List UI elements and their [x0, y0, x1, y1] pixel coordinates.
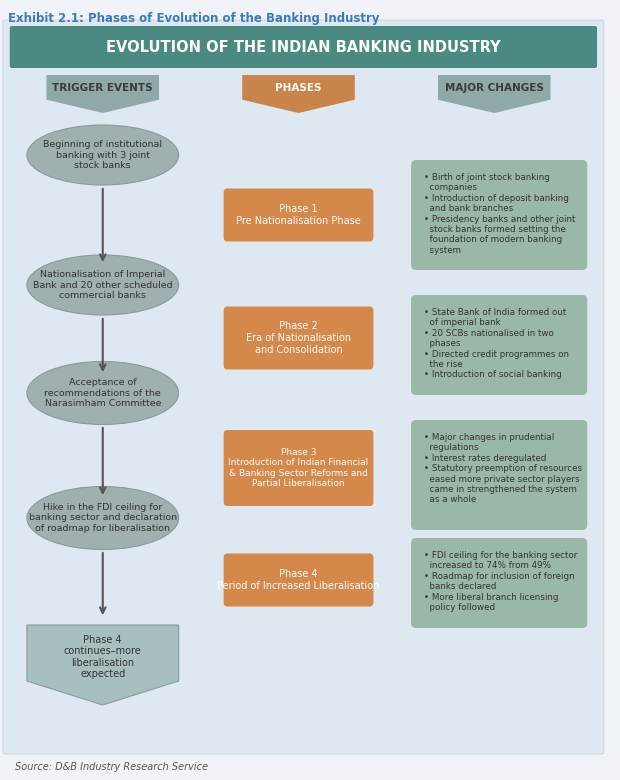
Text: Acceptance of
recommendations of the
Narasimham Committee: Acceptance of recommendations of the Nar…	[45, 378, 161, 408]
Text: • Major changes in prudential
  regulations
• Interest rates deregulated
• Statu: • Major changes in prudential regulation…	[424, 433, 582, 505]
Ellipse shape	[27, 125, 179, 185]
Text: PHASES: PHASES	[275, 83, 322, 94]
FancyBboxPatch shape	[224, 307, 373, 370]
FancyBboxPatch shape	[224, 189, 373, 242]
Text: Hike in the FDI ceiling for
banking sector and declaration
of roadmap for libera: Hike in the FDI ceiling for banking sect…	[29, 503, 177, 533]
Text: • FDI ceiling for the banking sector
  increased to 74% from 49%
• Roadmap for i: • FDI ceiling for the banking sector inc…	[424, 551, 577, 612]
Text: Phase 2
Era of Nationalisation
and Consolidation: Phase 2 Era of Nationalisation and Conso…	[246, 321, 351, 355]
FancyBboxPatch shape	[224, 554, 373, 607]
Polygon shape	[242, 75, 355, 113]
Text: • State Bank of India formed out
  of imperial bank
• 20 SCBs nationalised in tw: • State Bank of India formed out of impe…	[424, 308, 569, 379]
FancyBboxPatch shape	[411, 295, 587, 395]
FancyBboxPatch shape	[10, 26, 597, 68]
Text: Beginning of institutional
banking with 3 joint
stock banks: Beginning of institutional banking with …	[43, 140, 162, 170]
Text: Phase 3
Introduction of Indian Financial
& Banking Sector Reforms and
Partial Li: Phase 3 Introduction of Indian Financial…	[228, 448, 369, 488]
Text: Phase 1
Pre Nationalisation Phase: Phase 1 Pre Nationalisation Phase	[236, 204, 361, 225]
Polygon shape	[438, 75, 551, 113]
FancyBboxPatch shape	[3, 20, 604, 754]
Text: Phase 4
Period of Increased Liberalisation: Phase 4 Period of Increased Liberalisati…	[218, 569, 379, 590]
Text: Source: D&B Industry Research Service: Source: D&B Industry Research Service	[15, 762, 208, 772]
Text: Phase 4
continues–more
liberalisation
expected: Phase 4 continues–more liberalisation ex…	[64, 635, 141, 679]
Text: EVOLUTION OF THE INDIAN BANKING INDUSTRY: EVOLUTION OF THE INDIAN BANKING INDUSTRY	[106, 40, 501, 55]
Text: Nationalisation of Imperial
Bank and 20 other scheduled
commercial banks: Nationalisation of Imperial Bank and 20 …	[33, 270, 172, 300]
Ellipse shape	[27, 255, 179, 315]
Polygon shape	[46, 75, 159, 113]
Text: MAJOR CHANGES: MAJOR CHANGES	[445, 83, 544, 94]
Polygon shape	[27, 625, 179, 705]
FancyBboxPatch shape	[411, 538, 587, 628]
Text: TRIGGER EVENTS: TRIGGER EVENTS	[53, 83, 153, 94]
Text: • Birth of joint stock banking
  companies
• Introduction of deposit banking
  a: • Birth of joint stock banking companies…	[424, 173, 575, 255]
FancyBboxPatch shape	[411, 420, 587, 530]
FancyBboxPatch shape	[224, 430, 373, 506]
FancyBboxPatch shape	[411, 160, 587, 270]
Text: Exhibit 2.1: Phases of Evolution of the Banking Industry: Exhibit 2.1: Phases of Evolution of the …	[8, 12, 379, 25]
Ellipse shape	[27, 361, 179, 424]
Ellipse shape	[27, 487, 179, 549]
